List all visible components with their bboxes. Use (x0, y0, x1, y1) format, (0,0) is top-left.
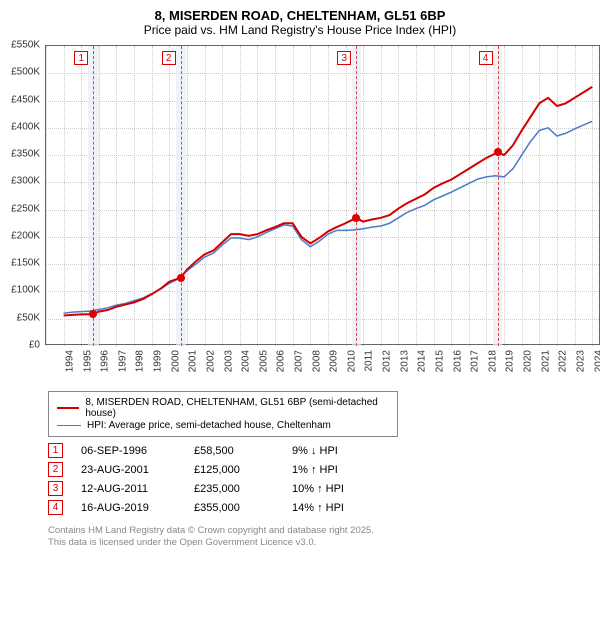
x-axis-label: 1996 (99, 350, 110, 372)
legend-label: 8, MISERDEN ROAD, CHELTENHAM, GL51 6BP (… (85, 397, 389, 419)
x-axis-label: 2007 (293, 350, 304, 372)
row-date: 23-AUG-2001 (81, 464, 176, 476)
footer-copyright: Contains HM Land Registry data © Crown c… (48, 525, 590, 537)
x-axis-label: 2003 (223, 350, 234, 372)
y-axis-label: £0 (29, 340, 40, 351)
legend-item: 8, MISERDEN ROAD, CHELTENHAM, GL51 6BP (… (57, 397, 389, 419)
series-line (64, 121, 593, 313)
chart-area: £0£50K£100K£150K£200K£250K£300K£350K£400… (45, 45, 600, 385)
chart-title: 8, MISERDEN ROAD, CHELTENHAM, GL51 6BP (10, 8, 590, 23)
x-axis-label: 1998 (135, 350, 146, 372)
x-axis-label: 2014 (417, 350, 428, 372)
x-axis-label: 2020 (522, 350, 533, 372)
y-axis-label: £150K (11, 258, 40, 269)
row-date: 06-SEP-1996 (81, 445, 176, 457)
footer-license: This data is licensed under the Open Gov… (48, 537, 590, 549)
x-axis-label: 2012 (381, 350, 392, 372)
legend: 8, MISERDEN ROAD, CHELTENHAM, GL51 6BP (… (48, 391, 398, 437)
chart-marker-dot (352, 214, 360, 222)
row-pct: 14% ↑ HPI (292, 502, 392, 514)
x-axis-label: 2001 (188, 350, 199, 372)
x-axis-label: 2000 (170, 350, 181, 372)
row-date: 12-AUG-2011 (81, 483, 176, 495)
table-row: 1 06-SEP-1996 £58,500 9% ↓ HPI (48, 443, 590, 458)
chart-marker-badge: 1 (74, 51, 88, 65)
x-axis-label: 2006 (276, 350, 287, 372)
y-axis-label: £50K (17, 312, 40, 323)
chart-marker-dot (494, 148, 502, 156)
x-axis-label: 2023 (575, 350, 586, 372)
x-axis-label: 1995 (82, 350, 93, 372)
x-axis-label: 2009 (329, 350, 340, 372)
x-axis-label: 1994 (64, 350, 75, 372)
chart-marker-badge: 3 (337, 51, 351, 65)
x-axis-label: 2004 (240, 350, 251, 372)
x-axis-label: 2019 (505, 350, 516, 372)
x-axis-label: 1999 (152, 350, 163, 372)
chart-marker-badge: 4 (479, 51, 493, 65)
x-axis-label: 2011 (363, 350, 374, 372)
row-pct: 9% ↓ HPI (292, 445, 392, 457)
x-axis-label: 2017 (469, 350, 480, 372)
row-badge: 2 (48, 462, 63, 477)
row-price: £58,500 (194, 445, 274, 457)
x-axis-label: 2008 (311, 350, 322, 372)
chart-marker-dot (177, 274, 185, 282)
row-pct: 1% ↑ HPI (292, 464, 392, 476)
series-line (64, 87, 593, 316)
x-axis-label: 2010 (346, 350, 357, 372)
x-axis-label: 2005 (258, 350, 269, 372)
row-badge: 4 (48, 500, 63, 515)
x-axis-label: 1997 (117, 350, 128, 372)
y-axis-label: £100K (11, 285, 40, 296)
row-date: 16-AUG-2019 (81, 502, 176, 514)
row-price: £125,000 (194, 464, 274, 476)
chart-marker-dot (89, 310, 97, 318)
legend-item: HPI: Average price, semi-detached house,… (57, 420, 389, 431)
table-row: 4 16-AUG-2019 £355,000 14% ↑ HPI (48, 500, 590, 515)
y-axis-label: £200K (11, 230, 40, 241)
transaction-table: 1 06-SEP-1996 £58,500 9% ↓ HPI 2 23-AUG-… (48, 443, 590, 515)
x-axis-label: 2002 (205, 350, 216, 372)
row-price: £235,000 (194, 483, 274, 495)
legend-label: HPI: Average price, semi-detached house,… (87, 420, 331, 431)
y-axis-label: £250K (11, 203, 40, 214)
x-axis-label: 2015 (434, 350, 445, 372)
x-axis-label: 2024 (593, 350, 600, 372)
chart-marker-badge: 2 (162, 51, 176, 65)
y-axis-label: £300K (11, 176, 40, 187)
chart-subtitle: Price paid vs. HM Land Registry's House … (10, 23, 590, 37)
y-axis-label: £400K (11, 121, 40, 132)
y-axis-label: £550K (11, 40, 40, 51)
row-badge: 1 (48, 443, 63, 458)
y-axis-label: £350K (11, 149, 40, 160)
table-row: 3 12-AUG-2011 £235,000 10% ↑ HPI (48, 481, 590, 496)
row-pct: 10% ↑ HPI (292, 483, 392, 495)
y-axis-label: £500K (11, 67, 40, 78)
x-axis-label: 2021 (540, 350, 551, 372)
x-axis-label: 2016 (452, 350, 463, 372)
x-axis-label: 2022 (558, 350, 569, 372)
x-axis-label: 2018 (487, 350, 498, 372)
chart-container: 8, MISERDEN ROAD, CHELTENHAM, GL51 6BP P… (0, 0, 600, 558)
plot-region (45, 45, 600, 345)
row-price: £355,000 (194, 502, 274, 514)
x-axis-label: 2013 (399, 350, 410, 372)
row-badge: 3 (48, 481, 63, 496)
table-row: 2 23-AUG-2001 £125,000 1% ↑ HPI (48, 462, 590, 477)
y-axis-label: £450K (11, 94, 40, 105)
footer: Contains HM Land Registry data © Crown c… (48, 525, 590, 550)
